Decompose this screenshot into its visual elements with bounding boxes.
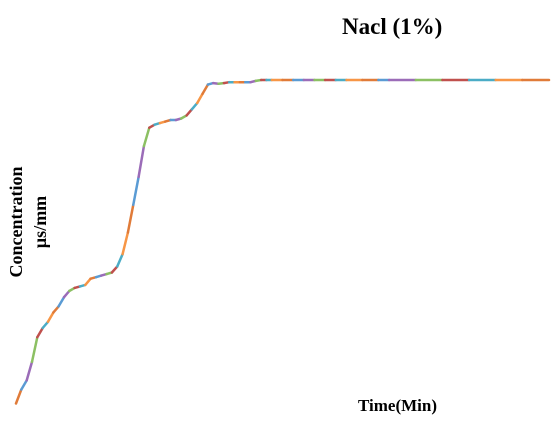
line-segment xyxy=(132,175,140,207)
line-segment xyxy=(41,320,50,330)
line-segment xyxy=(20,379,28,391)
line-segment xyxy=(52,305,60,314)
line-segment xyxy=(36,326,44,339)
y-axis-label-line-1: Concentration xyxy=(6,166,26,278)
line-segment xyxy=(84,277,92,287)
line-segment xyxy=(201,83,210,96)
line-segment xyxy=(190,101,199,111)
line-segment xyxy=(57,295,66,308)
line-segment xyxy=(121,231,130,256)
line-segment xyxy=(25,360,34,382)
line-segment xyxy=(142,126,151,148)
line-segment xyxy=(46,311,55,324)
line-segment xyxy=(116,252,124,268)
line-segment xyxy=(185,108,194,117)
y-axis-label: Concentration µs/mm xyxy=(4,167,52,278)
x-axis-label: Time(Min) xyxy=(358,396,438,415)
y-axis-label-line-2: µs/mm xyxy=(30,195,50,249)
line-segment xyxy=(62,289,71,299)
chart-title: Nacl (1%) xyxy=(342,14,443,39)
line-segment xyxy=(30,335,39,364)
data-line-series xyxy=(14,78,551,405)
line-segment xyxy=(137,144,146,179)
line-segment xyxy=(110,265,119,274)
line-segment xyxy=(195,92,204,105)
line-segment xyxy=(126,203,135,234)
line-segment xyxy=(14,388,23,405)
